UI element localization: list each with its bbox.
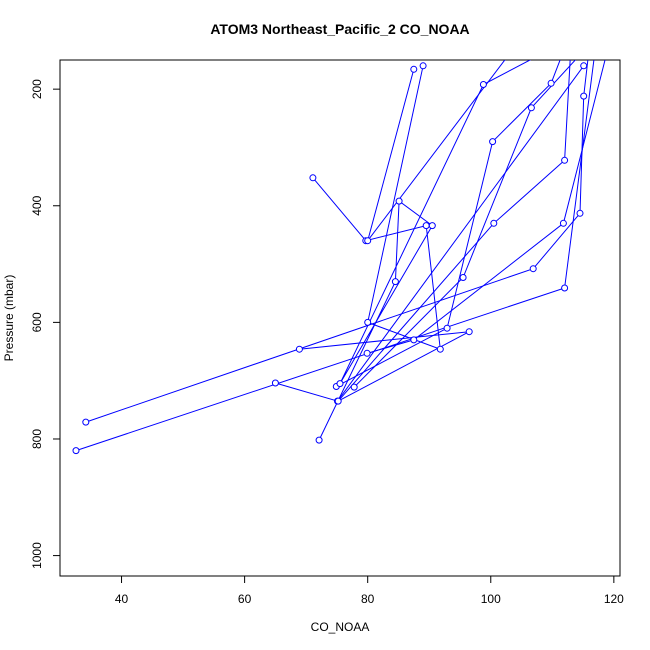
data-point [364, 237, 372, 245]
y-tick-label: 800 [30, 429, 44, 449]
x-tick-label: 120 [604, 592, 624, 606]
data-point [315, 436, 323, 444]
y-tick-label: 200 [30, 79, 44, 99]
data-point [561, 156, 569, 164]
chart-title: ATOM3 Northeast_Pacific_2 CO_NOAA [210, 21, 469, 37]
data-point [364, 318, 372, 326]
data-point [559, 219, 567, 227]
data-point [350, 383, 358, 391]
y-tick-label: 400 [30, 195, 44, 215]
data-point [271, 379, 279, 387]
data-point [479, 81, 487, 88]
plot-frame [59, 59, 621, 577]
data-point [72, 447, 80, 455]
data-point [436, 345, 444, 353]
x-tick-label: 60 [238, 592, 252, 606]
data-point [82, 418, 90, 426]
y-axis: 200 400 600 800 1000 [30, 79, 60, 569]
y-tick-label: 600 [30, 312, 44, 332]
series-line [367, 60, 506, 242]
data-point [309, 174, 317, 182]
data-point [459, 274, 467, 281]
series-layer [75, 60, 606, 452]
series-line [366, 60, 606, 354]
data-point [334, 397, 342, 405]
y-axis-title: Pressure (mbar) [2, 275, 16, 362]
data-point [428, 222, 436, 230]
series-line [299, 60, 571, 402]
y-tick-label: 1000 [30, 542, 44, 569]
data-point [561, 284, 569, 292]
series-line [85, 60, 589, 423]
x-axis: 40 60 80 100 120 [115, 576, 624, 606]
x-tick-label: 100 [481, 592, 501, 606]
data-point [336, 380, 344, 388]
data-point [580, 62, 588, 70]
data-point [489, 138, 497, 146]
data-point [395, 197, 403, 205]
data-point [410, 65, 418, 73]
series-line [336, 60, 561, 387]
x-tick-label: 80 [361, 592, 375, 606]
data-point [419, 62, 427, 70]
data-point [295, 345, 303, 353]
data-point [410, 336, 418, 344]
points-layer [72, 62, 588, 455]
data-point [547, 79, 555, 87]
data-point [363, 349, 371, 357]
data-point [576, 209, 584, 217]
data-point [391, 278, 399, 286]
data-point [465, 328, 473, 336]
data-point [443, 324, 451, 332]
series-line [318, 60, 532, 441]
data-point [580, 92, 588, 100]
data-point [422, 222, 430, 230]
series-line [353, 60, 576, 388]
data-point [527, 104, 535, 112]
series-line [275, 65, 585, 402]
series-line [312, 65, 441, 350]
data-point [529, 265, 537, 273]
x-axis-title: CO_NOAA [311, 620, 370, 634]
series-line [75, 60, 595, 452]
x-tick-label: 40 [115, 592, 129, 606]
data-point [490, 219, 498, 227]
